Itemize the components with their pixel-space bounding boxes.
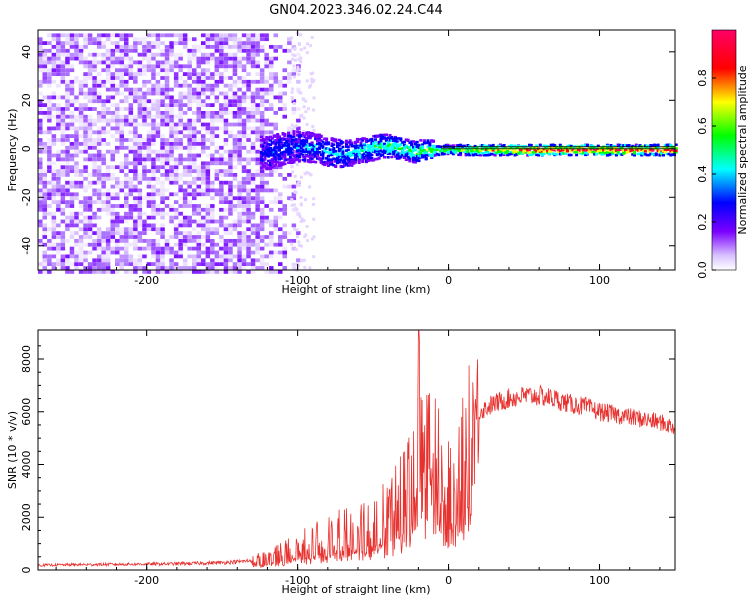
y-tick-label: 0	[20, 145, 33, 152]
y-tick-label: 0	[20, 567, 33, 574]
x-axis-label: Height of straight line (km)	[281, 583, 430, 596]
figure-title: GN04.2023.346.02.24.C44	[269, 3, 443, 18]
colorbar-frame	[711, 29, 737, 271]
y-tick-label: 2000	[20, 503, 33, 531]
spectrogram-frame	[37, 29, 676, 271]
colorbar-tick-label: 0.8	[696, 69, 709, 87]
y-axis-label: SNR (10 * v/v)	[6, 411, 19, 489]
snr-frame	[37, 329, 676, 571]
y-tick-label: 6000	[20, 398, 33, 426]
y-tick-label: 4000	[20, 451, 33, 479]
y-tick-label: -40	[20, 237, 33, 255]
x-tick-label: 100	[589, 274, 610, 287]
x-tick-label: -100	[285, 274, 310, 287]
colorbar-gradient	[712, 30, 736, 270]
y-axis-label: Frequency (Hz)	[6, 109, 19, 192]
y-tick-label: -20	[20, 188, 33, 206]
colorbar-tick-label: 0.0	[696, 261, 709, 279]
x-tick-label: -100	[285, 574, 310, 587]
y-tick-label: 40	[20, 45, 33, 59]
x-tick-label: 100	[589, 574, 610, 587]
colorbar-tick-label: 0.6	[696, 117, 709, 135]
x-tick-label: 0	[445, 574, 452, 587]
y-tick-label: 20	[20, 93, 33, 107]
colorbar-label: Normalized spectral amplitude	[736, 65, 749, 234]
y-tick-label: 8000	[20, 345, 33, 373]
spectrogram-cells	[38, 31, 678, 274]
x-tick-label: -200	[134, 574, 159, 587]
x-axis-label: Height of straight line (km)	[281, 283, 430, 296]
colorbar: 0.0 0.2 0.4 0.6 0.8 Normalized spectral ampli…	[696, 29, 749, 279]
colorbar-tick-label: 0.4	[696, 165, 709, 183]
colorbar-tick-label: 0.2	[696, 213, 709, 231]
x-tick-label: 0	[445, 274, 452, 287]
snr-series-line	[37, 329, 675, 569]
x-tick-label: -200	[134, 274, 159, 287]
